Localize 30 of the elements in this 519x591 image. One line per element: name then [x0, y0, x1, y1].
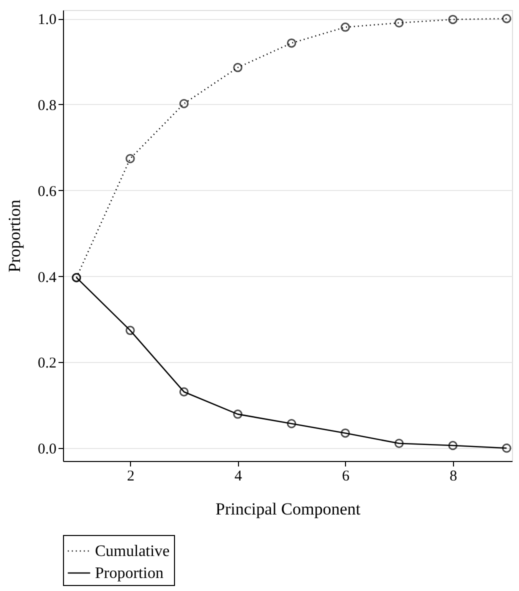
point	[502, 14, 512, 24]
x-tick-label: 8	[450, 468, 458, 484]
legend-label: Proportion	[95, 565, 164, 582]
point	[448, 14, 458, 24]
point	[179, 99, 189, 108]
y-tick-label: 0.4	[38, 270, 57, 286]
x-tick-label: 4	[234, 468, 243, 484]
y-tick-label: 0.6	[38, 184, 57, 200]
x-axis-title: Principal Component	[216, 500, 361, 518]
y-tick-label: 1.0	[38, 12, 56, 28]
y-tick-label: 0.0	[38, 442, 56, 458]
y-tick-label: 0.8	[38, 98, 56, 114]
legend-label: Cumulative	[95, 543, 170, 560]
point	[286, 419, 296, 428]
point	[394, 438, 404, 448]
point	[286, 38, 296, 48]
point	[394, 18, 404, 28]
x-tick-label: 2	[126, 468, 134, 484]
point	[233, 62, 242, 72]
y-axis-title: Proportion	[4, 199, 24, 272]
point	[340, 22, 350, 32]
point	[502, 444, 512, 453]
point	[179, 387, 189, 396]
point	[126, 154, 135, 164]
y-tick-label: 0.2	[38, 356, 56, 372]
point	[340, 428, 350, 438]
point	[126, 326, 135, 336]
point	[233, 410, 242, 419]
point	[448, 440, 458, 450]
x-tick-label: 6	[342, 468, 350, 484]
